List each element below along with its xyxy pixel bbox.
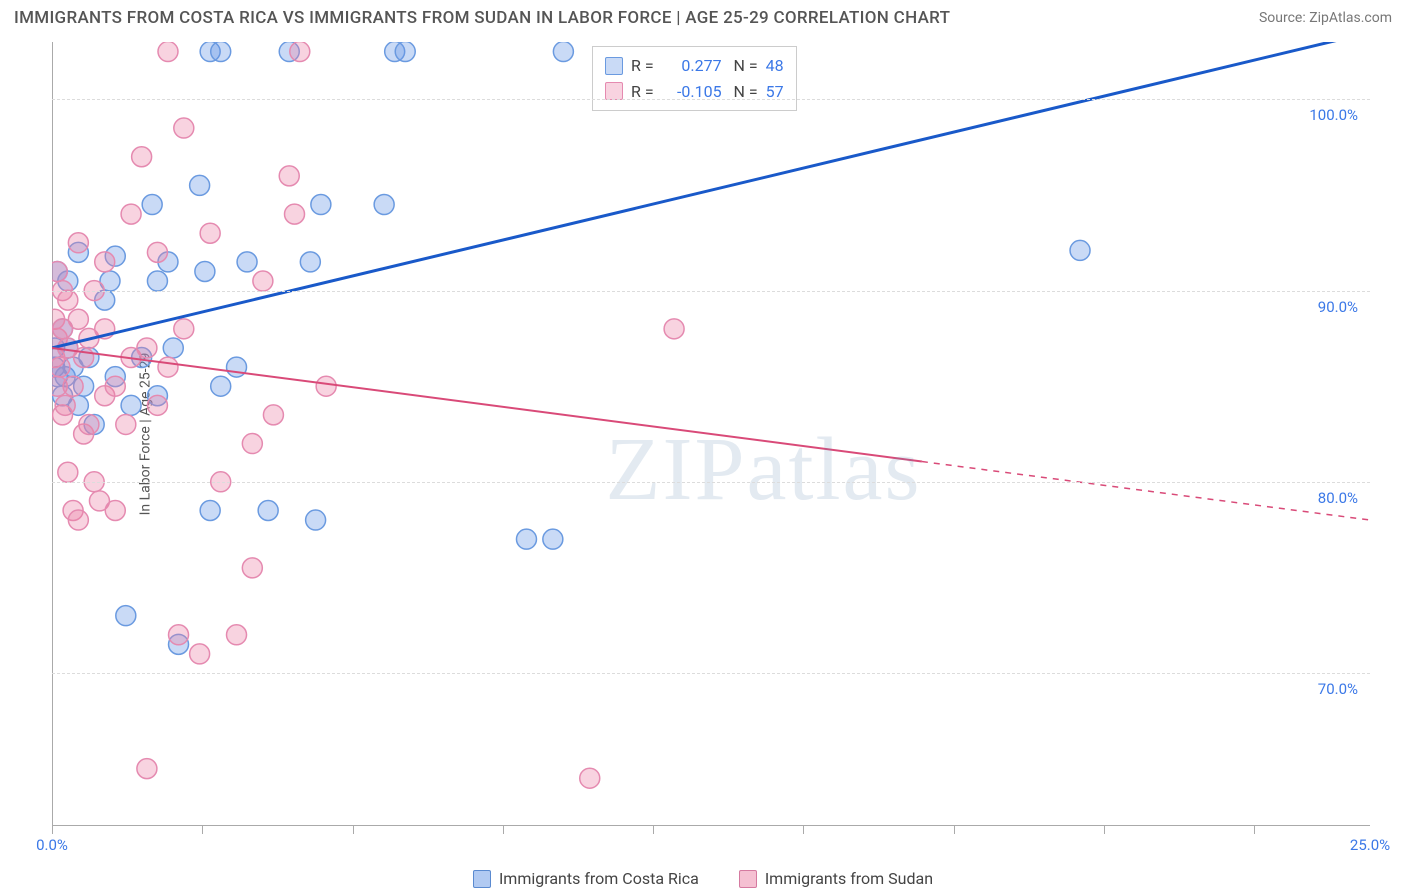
data-point <box>95 252 115 272</box>
data-point <box>142 195 162 215</box>
y-tick-label: 80.0% <box>1318 489 1358 507</box>
trend-line-dashed <box>922 462 1370 521</box>
data-point <box>395 42 415 62</box>
data-point <box>211 42 231 62</box>
data-point <box>63 376 83 396</box>
x-tick <box>803 826 804 834</box>
data-point <box>163 338 183 358</box>
x-tick-label: 0.0% <box>36 836 68 854</box>
data-point <box>58 290 78 310</box>
data-point <box>52 357 70 377</box>
x-tick <box>1254 826 1255 834</box>
data-point <box>242 434 262 454</box>
x-tick <box>503 826 504 834</box>
scatter-plot <box>52 42 1370 826</box>
grid-line <box>52 291 1370 292</box>
data-point <box>1070 240 1090 260</box>
legend-label: Immigrants from Sudan <box>765 869 933 888</box>
grid-line <box>52 482 1370 483</box>
data-point <box>279 166 299 186</box>
chart-source: Source: ZipAtlas.com <box>1259 10 1392 26</box>
data-point <box>543 529 563 549</box>
legend-swatch <box>605 57 623 75</box>
data-point <box>374 195 394 215</box>
x-tick-label: 25.0% <box>1350 836 1390 854</box>
data-point <box>580 768 600 788</box>
data-point <box>68 510 88 530</box>
data-point <box>137 338 157 358</box>
data-point <box>116 606 136 626</box>
x-tick <box>52 826 53 834</box>
series-legend-item: Immigrants from Costa Rica <box>473 869 699 888</box>
legend-text: R = 0.277 N = 48 <box>631 53 784 79</box>
data-point <box>137 759 157 779</box>
data-point <box>169 625 189 645</box>
data-point <box>174 118 194 138</box>
grid-line <box>52 673 1370 674</box>
data-point <box>311 195 331 215</box>
legend-swatch <box>605 82 623 100</box>
data-point <box>227 625 247 645</box>
correlation-legend: R = 0.277 N = 48R = -0.105 N = 57 <box>592 46 797 111</box>
data-point <box>253 271 273 291</box>
data-point <box>300 252 320 272</box>
data-point <box>52 261 67 281</box>
chart-title: IMMIGRANTS FROM COSTA RICA VS IMMIGRANTS… <box>14 8 950 28</box>
data-point <box>227 357 247 377</box>
data-point <box>200 500 220 520</box>
chart-header: IMMIGRANTS FROM COSTA RICA VS IMMIGRANTS… <box>0 0 1406 32</box>
data-point <box>306 510 326 530</box>
x-tick <box>202 826 203 834</box>
data-point <box>79 414 99 434</box>
data-point <box>158 42 178 62</box>
data-point <box>68 309 88 329</box>
data-point <box>195 261 215 281</box>
grid-line <box>52 99 1370 100</box>
y-tick-label: 90.0% <box>1318 298 1358 316</box>
data-point <box>55 395 75 415</box>
legend-swatch <box>739 870 757 888</box>
data-point <box>132 147 152 167</box>
data-point <box>516 529 536 549</box>
legend-row: R = 0.277 N = 48 <box>605 53 784 79</box>
data-point <box>553 42 573 62</box>
data-point <box>147 242 167 262</box>
data-point <box>190 644 210 664</box>
data-point <box>211 376 231 396</box>
series-legend-item: Immigrants from Sudan <box>739 869 933 888</box>
data-point <box>285 204 305 224</box>
data-point <box>290 42 310 62</box>
data-point <box>174 319 194 339</box>
legend-swatch <box>473 870 491 888</box>
data-point <box>121 204 141 224</box>
data-point <box>105 500 125 520</box>
data-point <box>316 376 336 396</box>
y-tick-label: 100.0% <box>1309 106 1358 124</box>
x-tick <box>1104 826 1105 834</box>
data-point <box>58 462 78 482</box>
trend-line <box>52 348 922 462</box>
data-point <box>664 319 684 339</box>
data-point <box>68 233 88 253</box>
legend-label: Immigrants from Costa Rica <box>499 869 699 888</box>
data-point <box>242 558 262 578</box>
data-point <box>147 271 167 291</box>
x-tick <box>954 826 955 834</box>
data-point <box>190 175 210 195</box>
data-point <box>237 252 257 272</box>
data-point <box>200 223 220 243</box>
data-point <box>258 500 278 520</box>
data-point <box>147 395 167 415</box>
x-tick <box>653 826 654 834</box>
y-tick-label: 70.0% <box>1318 680 1358 698</box>
data-point <box>105 376 125 396</box>
x-tick <box>353 826 354 834</box>
data-point <box>121 395 141 415</box>
data-point <box>263 405 283 425</box>
data-point <box>158 357 178 377</box>
series-legend: Immigrants from Costa Rica Immigrants fro… <box>0 869 1406 888</box>
data-point <box>116 414 136 434</box>
chart-area: In Labor Force | Age 25-29 ZIPatlas R = … <box>52 42 1370 826</box>
